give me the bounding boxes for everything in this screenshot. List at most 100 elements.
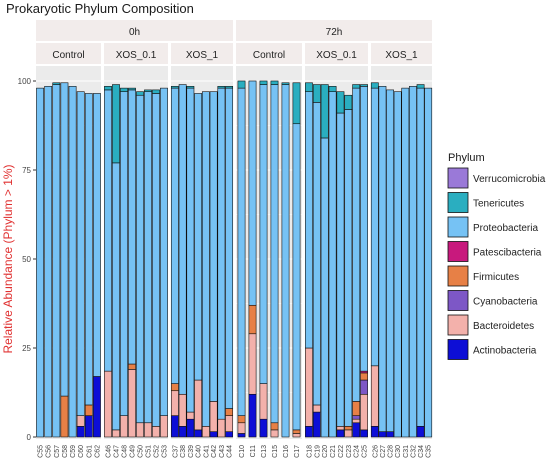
- bar-segment-C11-bacteroidetes: [248, 333, 257, 395]
- bar-segment-C25-cyanobacteria: [360, 379, 368, 395]
- legend-label: Tenericutes: [473, 199, 524, 210]
- treatment-strip: [171, 43, 233, 64]
- bar-segment-C44-proteobacteria: [225, 87, 234, 409]
- x-tick-label-C18: C18: [306, 445, 313, 458]
- x-tick-label-C34: C34: [418, 445, 425, 458]
- legend-title: Phylum: [448, 152, 485, 164]
- bar-segment-C15-bacteroidetes: [270, 429, 279, 438]
- bar-segment-C13-proteobacteria: [259, 84, 268, 384]
- time-strip-label: 72h: [326, 27, 343, 38]
- legend-label: Actinobacteria: [473, 346, 537, 357]
- bar-segment-C19-tenericutes: [312, 84, 321, 103]
- bar-segment-C28-actinobacteria: [386, 431, 394, 438]
- bar-segment-C26-bacteroidetes: [370, 365, 379, 427]
- bar-segment-C26-actinobacteria: [370, 426, 379, 438]
- bar-segment-C61-proteobacteria: [84, 93, 93, 406]
- y-tick-label: 25: [22, 344, 31, 353]
- bar-segment-C11-proteobacteria: [248, 80, 257, 306]
- x-tick-label-C31: C31: [403, 445, 410, 458]
- bar-segment-C49-tenericutes: [128, 87, 136, 91]
- bar-segment-C52-tenericutes: [152, 89, 160, 94]
- legend-swatch: [447, 290, 469, 311]
- treatment-strip-label: XOS_0.1: [116, 50, 157, 61]
- bar-segment-C18-bacteroidetes: [305, 347, 313, 427]
- y-axis-label: Relative Abundance (Phylum > 1%): [1, 164, 15, 353]
- bar-segment-C16-proteobacteria: [281, 84, 290, 438]
- x-tick-label-C19: C19: [314, 445, 321, 458]
- bar-segment-C49-proteobacteria: [128, 89, 136, 365]
- x-tick-label-C52: C52: [154, 445, 161, 458]
- facet-panel-0h-XOS_0.1: XOS_0.1: [104, 43, 168, 439]
- bar-segment-C24-actinobacteria: [352, 422, 361, 438]
- bar-segment-C25-actinobacteria: [360, 429, 368, 438]
- bar-segment-C37-proteobacteria: [170, 87, 179, 384]
- bar-segment-C38-proteobacteria: [178, 84, 187, 395]
- bar-segment-C51-tenericutes: [144, 89, 152, 92]
- bar-segment-C44-tenericutes: [225, 86, 234, 89]
- x-tick-label-C38: C38: [180, 445, 187, 458]
- bar-segment-C22-proteobacteria: [336, 112, 345, 427]
- treatment-strip: [305, 43, 368, 64]
- treatment-strip-label: XOS_1: [186, 50, 219, 61]
- bar-segment-C22-bacteroidetes: [336, 426, 345, 431]
- bar-segment-C39-bacteroidetes: [186, 411, 195, 420]
- bar-segment-C49-bacteroidetes: [128, 369, 136, 438]
- treatment-strip-label: XOS_1: [385, 50, 418, 61]
- bar-segment-C43-proteobacteria: [217, 87, 226, 420]
- x-tick-label-C55: C55: [38, 445, 45, 458]
- bar-segment-C62-actinobacteria: [93, 376, 101, 438]
- x-tick-label-C51: C51: [146, 445, 153, 458]
- bar-segment-C30-proteobacteria: [393, 91, 402, 438]
- bar-segment-C61-firmicutes: [84, 404, 93, 416]
- bar-segment-C55-proteobacteria: [36, 87, 44, 438]
- bar-segment-C41-proteobacteria: [201, 91, 210, 427]
- y-tick-label: 75: [22, 166, 31, 175]
- x-tick-label-C13: C13: [261, 445, 268, 458]
- bar-segment-C58-firmicutes: [60, 395, 69, 438]
- x-tick-label-C47: C47: [114, 445, 121, 458]
- x-tick-label-C28: C28: [388, 445, 395, 458]
- bar-segment-C32-proteobacteria: [409, 86, 417, 438]
- bar-segment-C43-bacteroidetes: [217, 418, 226, 438]
- y-tick-label: 50: [22, 255, 31, 264]
- legend-swatch: [447, 216, 469, 238]
- treatment-strip-label: Control: [52, 50, 84, 61]
- bar-segment-C38-actinobacteria: [178, 426, 187, 438]
- x-tick-label-C50: C50: [138, 445, 145, 458]
- bar-segment-C47-bacteroidetes: [112, 429, 120, 438]
- bar-segment-C40-proteobacteria: [194, 93, 203, 381]
- y-tick-label: 100: [18, 77, 32, 86]
- bar-segment-C26-tenericutes: [370, 82, 379, 89]
- legend-item-tenericutes: Tenericutes: [447, 192, 524, 213]
- treatment-strip-label: XOS_0.1: [316, 50, 357, 61]
- bar-segment-C24-tenericutes: [352, 84, 361, 89]
- bar-segment-C61-actinobacteria: [84, 415, 93, 438]
- legend-item-verrucomicrobia: Verrucomicrobia: [447, 167, 546, 189]
- treatment-strip: [104, 43, 168, 64]
- bar-segment-C50-bacteroidetes: [136, 422, 144, 438]
- treatment-strip: [36, 43, 101, 64]
- bar-segment-C40-actinobacteria: [194, 429, 203, 438]
- bar-segment-C15-proteobacteria: [270, 84, 279, 424]
- time-strip-0h: [36, 20, 233, 41]
- x-tick-label-C57: C57: [54, 445, 61, 458]
- bar-segment-C13-actinobacteria: [259, 418, 268, 438]
- x-tick-label-C10: C10: [239, 445, 246, 458]
- legend-label: Patescibacteria: [473, 248, 542, 259]
- legend-swatch: [447, 241, 469, 262]
- x-tick-label-C20: C20: [322, 445, 329, 458]
- legend-swatch: [447, 314, 469, 336]
- bar-segment-C57-proteobacteria: [52, 84, 61, 438]
- bar-segment-C21-tenericutes: [328, 86, 337, 92]
- x-tick-label-C32: C32: [410, 445, 417, 458]
- facet-panel-0h-XOS_1: XOS_1: [170, 43, 234, 439]
- x-tick-label-C61: C61: [86, 445, 93, 458]
- bar-segment-C50-tenericutes: [136, 91, 144, 96]
- bar-segment-C34-proteobacteria: [416, 87, 425, 427]
- bar-segment-C16-tenericutes: [281, 82, 290, 85]
- legend-label: Cyanobacteria: [473, 297, 538, 308]
- treatment-strip: [371, 43, 432, 64]
- bar-segment-C46-tenericutes: [104, 86, 112, 91]
- bar-segment-C25-firmicutes: [360, 372, 368, 381]
